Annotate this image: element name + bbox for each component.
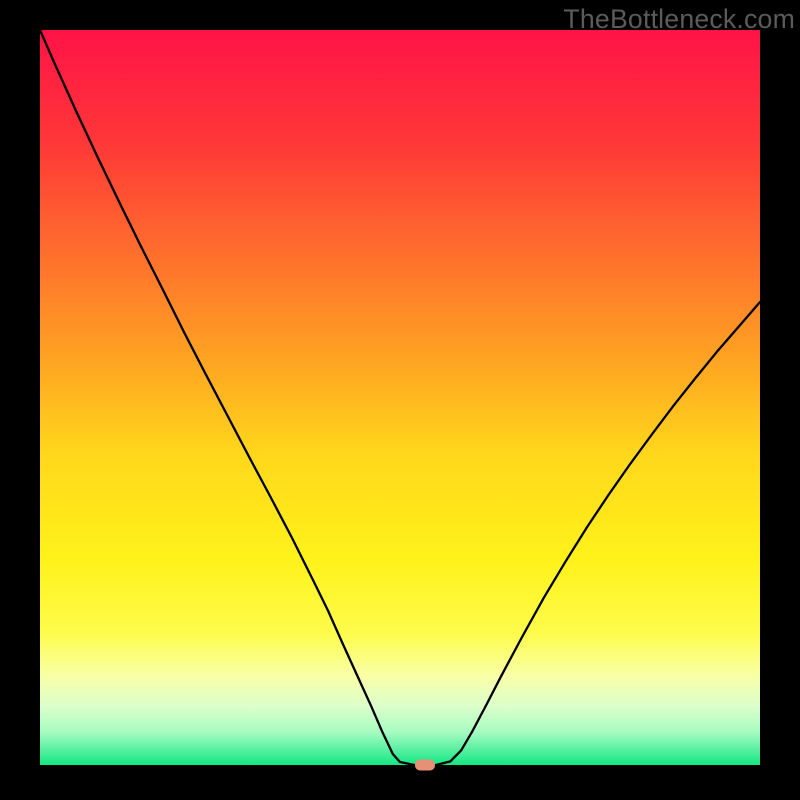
chart-stage: TheBottleneck.com xyxy=(0,0,800,800)
optimal-marker xyxy=(415,760,435,771)
watermark-text: TheBottleneck.com xyxy=(563,4,795,35)
plot-area xyxy=(40,30,760,765)
